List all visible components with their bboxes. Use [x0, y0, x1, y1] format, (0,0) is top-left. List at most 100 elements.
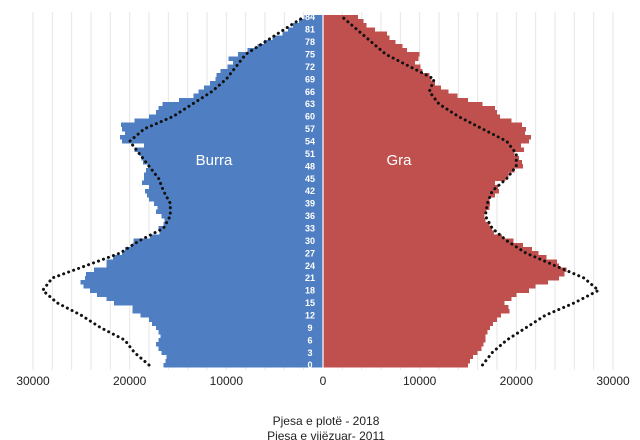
bar-right-age-31 [323, 234, 502, 239]
bar-left-age-32 [159, 230, 323, 235]
bar-left-age-43 [149, 184, 323, 190]
bar-left-age-14 [132, 304, 323, 310]
bar-left-age-7 [160, 333, 323, 339]
bar-left-age-76 [247, 48, 323, 53]
bar-right-age-77 [323, 43, 403, 49]
bar-right-age-82 [323, 23, 367, 28]
bar-right-age-15 [323, 300, 505, 306]
bar-right-age-30 [323, 238, 514, 244]
bar-right-age-13 [323, 309, 510, 314]
bar-left-age-10 [151, 321, 323, 326]
bar-left-age-60 [149, 114, 323, 119]
bar-right-age-33 [323, 226, 493, 231]
bar-left-age-35 [164, 217, 323, 223]
bar-right-age-19 [323, 284, 536, 289]
bar-right-age-74 [323, 56, 419, 61]
bar-right-age-41 [323, 193, 496, 198]
bar-right-age-43 [323, 184, 498, 190]
bar-right-age-11 [323, 317, 497, 322]
bar-right-age-73 [323, 60, 415, 65]
bar-right-age-7 [323, 333, 486, 339]
bar-left-age-61 [155, 110, 323, 115]
bar-left-age-17 [96, 292, 323, 297]
bar-right-age-40 [323, 197, 490, 202]
bar-left-age-34 [163, 222, 323, 227]
bar-left-age-67 [204, 85, 323, 90]
bar-right-age-28 [323, 246, 532, 252]
bar-left-age-5 [155, 342, 323, 347]
x-tick-label: 10000 [210, 374, 244, 388]
bar-left-age-59 [134, 118, 323, 123]
bar-left-age-29 [132, 242, 323, 248]
bar-right-age-78 [323, 39, 396, 45]
bar-right-age-10 [323, 321, 494, 326]
bar-right-age-17 [323, 292, 517, 297]
bar-left-age-30 [133, 238, 323, 244]
bar-left-age-79 [272, 35, 323, 41]
bar-left-age-55 [120, 135, 323, 140]
bar-left-age-8 [158, 329, 323, 335]
age-label-9: 9 [307, 323, 312, 333]
bar-right-age-54 [323, 139, 529, 144]
bar-right-age-71 [323, 68, 423, 74]
bar-left-age-65 [193, 93, 323, 99]
bar-right-age-3 [323, 350, 478, 355]
bar-left-age-19 [83, 284, 324, 289]
bar-right-age-62 [323, 106, 496, 111]
bar-left-age-84 [304, 14, 323, 20]
bar-left-age-38 [157, 205, 323, 210]
bar-left-age-20 [80, 280, 324, 285]
bar-right-age-12 [323, 313, 501, 318]
age-label-6: 6 [307, 335, 312, 345]
age-label-75: 75 [305, 49, 315, 59]
bar-right-age-67 [323, 85, 441, 90]
age-label-42: 42 [305, 186, 315, 196]
x-tick-label: 0 [320, 374, 327, 388]
age-label-36: 36 [305, 211, 315, 221]
bar-left-age-75 [237, 52, 323, 57]
age-label-3: 3 [307, 348, 312, 358]
bar-right-age-25 [323, 259, 557, 264]
bar-left-age-21 [85, 275, 323, 281]
bar-left-age-69 [215, 77, 323, 82]
bar-left-age-64 [178, 97, 323, 103]
bar-left-age-83 [298, 19, 323, 24]
panel-label-right: Gra [386, 152, 412, 169]
dotted-line-right [340, 15, 600, 367]
bar-right-age-52 [323, 147, 525, 152]
bar-right-age-6 [323, 338, 486, 343]
bar-right-age-50 [323, 155, 520, 161]
bar-left-age-52 [134, 147, 323, 152]
bar-left-age-70 [216, 72, 323, 78]
bar-left-age-66 [198, 89, 323, 94]
age-label-39: 39 [305, 199, 315, 209]
bar-right-age-47 [323, 168, 515, 173]
bar-right-age-34 [323, 222, 490, 227]
age-label-72: 72 [305, 62, 315, 72]
bar-right-age-23 [323, 267, 567, 273]
bar-right-age-26 [323, 255, 547, 260]
bar-right-age-80 [323, 31, 387, 36]
age-label-0: 0 [307, 360, 312, 370]
bar-right-age-20 [323, 280, 549, 285]
bar-left-age-73 [233, 60, 323, 65]
bar-right-age-24 [323, 263, 559, 268]
bar-right-age-64 [323, 97, 468, 103]
bar-left-age-77 [257, 43, 323, 49]
bar-left-age-39 [153, 201, 323, 206]
bar-left-age-3 [161, 350, 323, 355]
bar-left-age-41 [147, 193, 323, 198]
age-label-60: 60 [305, 112, 315, 122]
age-label-27: 27 [305, 248, 315, 258]
bar-right-age-42 [323, 188, 499, 194]
age-label-78: 78 [305, 37, 315, 47]
bar-right-age-35 [323, 217, 486, 223]
bar-left-age-25 [106, 259, 323, 264]
bar-right-age-75 [323, 52, 420, 57]
age-label-63: 63 [305, 99, 315, 109]
x-axis-ticks: 30000 20000 10000 0 10000 20000 30000 [16, 374, 630, 388]
bar-right-age-65 [323, 93, 458, 99]
bar-right-age-0 [323, 362, 468, 368]
bar-right-age-36 [323, 213, 485, 219]
age-label-51: 51 [305, 149, 315, 159]
